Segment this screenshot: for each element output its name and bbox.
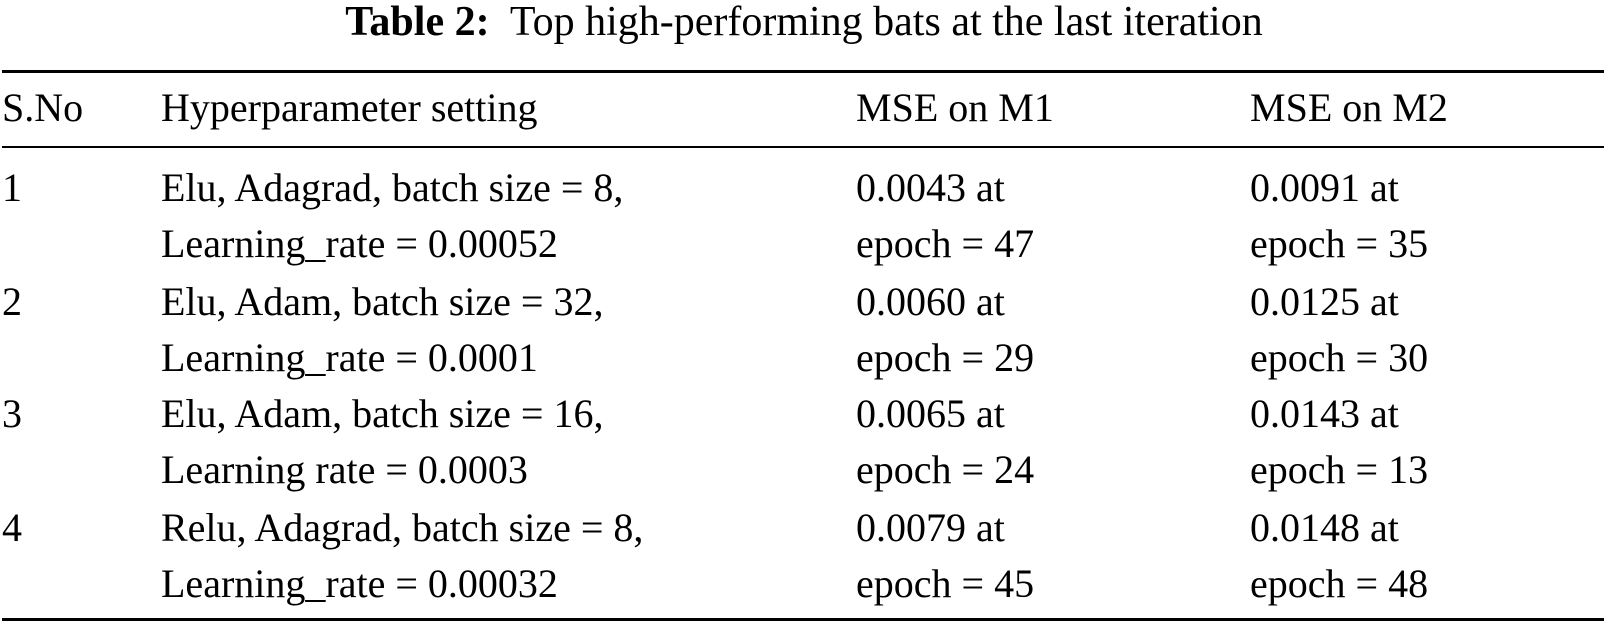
row-sno: 4 <box>2 505 22 550</box>
row-setting-line2: Learning_rate = 0.00052 <box>161 221 558 266</box>
row-setting-line2: Learning rate = 0.0003 <box>161 447 528 492</box>
row-m1-epoch: epoch = 24 <box>856 447 1035 492</box>
row-m1-epoch: epoch = 45 <box>856 561 1035 606</box>
row-sno: 3 <box>2 391 22 436</box>
row-sno: 2 <box>2 279 22 324</box>
row-m2-epoch: epoch = 13 <box>1250 447 1429 492</box>
row-m2-value: 0.0143 at <box>1250 391 1399 436</box>
row-m2-value: 0.0148 at <box>1250 505 1399 550</box>
header-mse-m1: MSE on M1 <box>856 85 1054 130</box>
row-sno: 1 <box>2 165 22 210</box>
header-mse-m2: MSE on M2 <box>1250 85 1448 130</box>
row-m1-epoch: epoch = 29 <box>856 335 1035 380</box>
row-m1-value: 0.0043 at <box>856 165 1005 210</box>
row-setting-line1: Elu, Adagrad, batch size = 8, <box>161 165 624 210</box>
row-m1-value: 0.0065 at <box>856 391 1005 436</box>
header-setting: Hyperparameter setting <box>161 85 538 130</box>
row-m1-value: 0.0060 at <box>856 279 1005 324</box>
row-setting-line2: Learning_rate = 0.0001 <box>161 335 538 380</box>
header-sno: S.No <box>2 85 84 130</box>
caption-text: Top high-performing bats at the last ite… <box>509 0 1263 45</box>
bottom-rule <box>2 618 1604 621</box>
caption-label: Table 2: <box>345 0 490 45</box>
row-setting-line1: Elu, Adam, batch size = 16, <box>161 391 604 436</box>
row-setting-line1: Elu, Adam, batch size = 32, <box>161 279 604 324</box>
row-m1-value: 0.0079 at <box>856 505 1005 550</box>
header-rule <box>2 146 1604 148</box>
row-m1-epoch: epoch = 47 <box>856 221 1035 266</box>
row-m2-value: 0.0125 at <box>1250 279 1399 324</box>
row-m2-epoch: epoch = 35 <box>1250 221 1429 266</box>
row-setting-line1: Relu, Adagrad, batch size = 8, <box>161 505 644 550</box>
row-m2-epoch: epoch = 30 <box>1250 335 1429 380</box>
row-m2-epoch: epoch = 48 <box>1250 561 1429 606</box>
table-caption: Table 2: Top high-performing bats at the… <box>0 0 1608 48</box>
top-rule <box>2 70 1604 73</box>
row-m2-value: 0.0091 at <box>1250 165 1399 210</box>
row-setting-line2: Learning_rate = 0.00032 <box>161 561 558 606</box>
